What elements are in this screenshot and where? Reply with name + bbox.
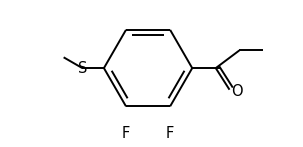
Text: O: O xyxy=(231,84,243,99)
Text: F: F xyxy=(166,126,174,141)
Text: S: S xyxy=(78,61,87,76)
Text: F: F xyxy=(122,126,130,141)
